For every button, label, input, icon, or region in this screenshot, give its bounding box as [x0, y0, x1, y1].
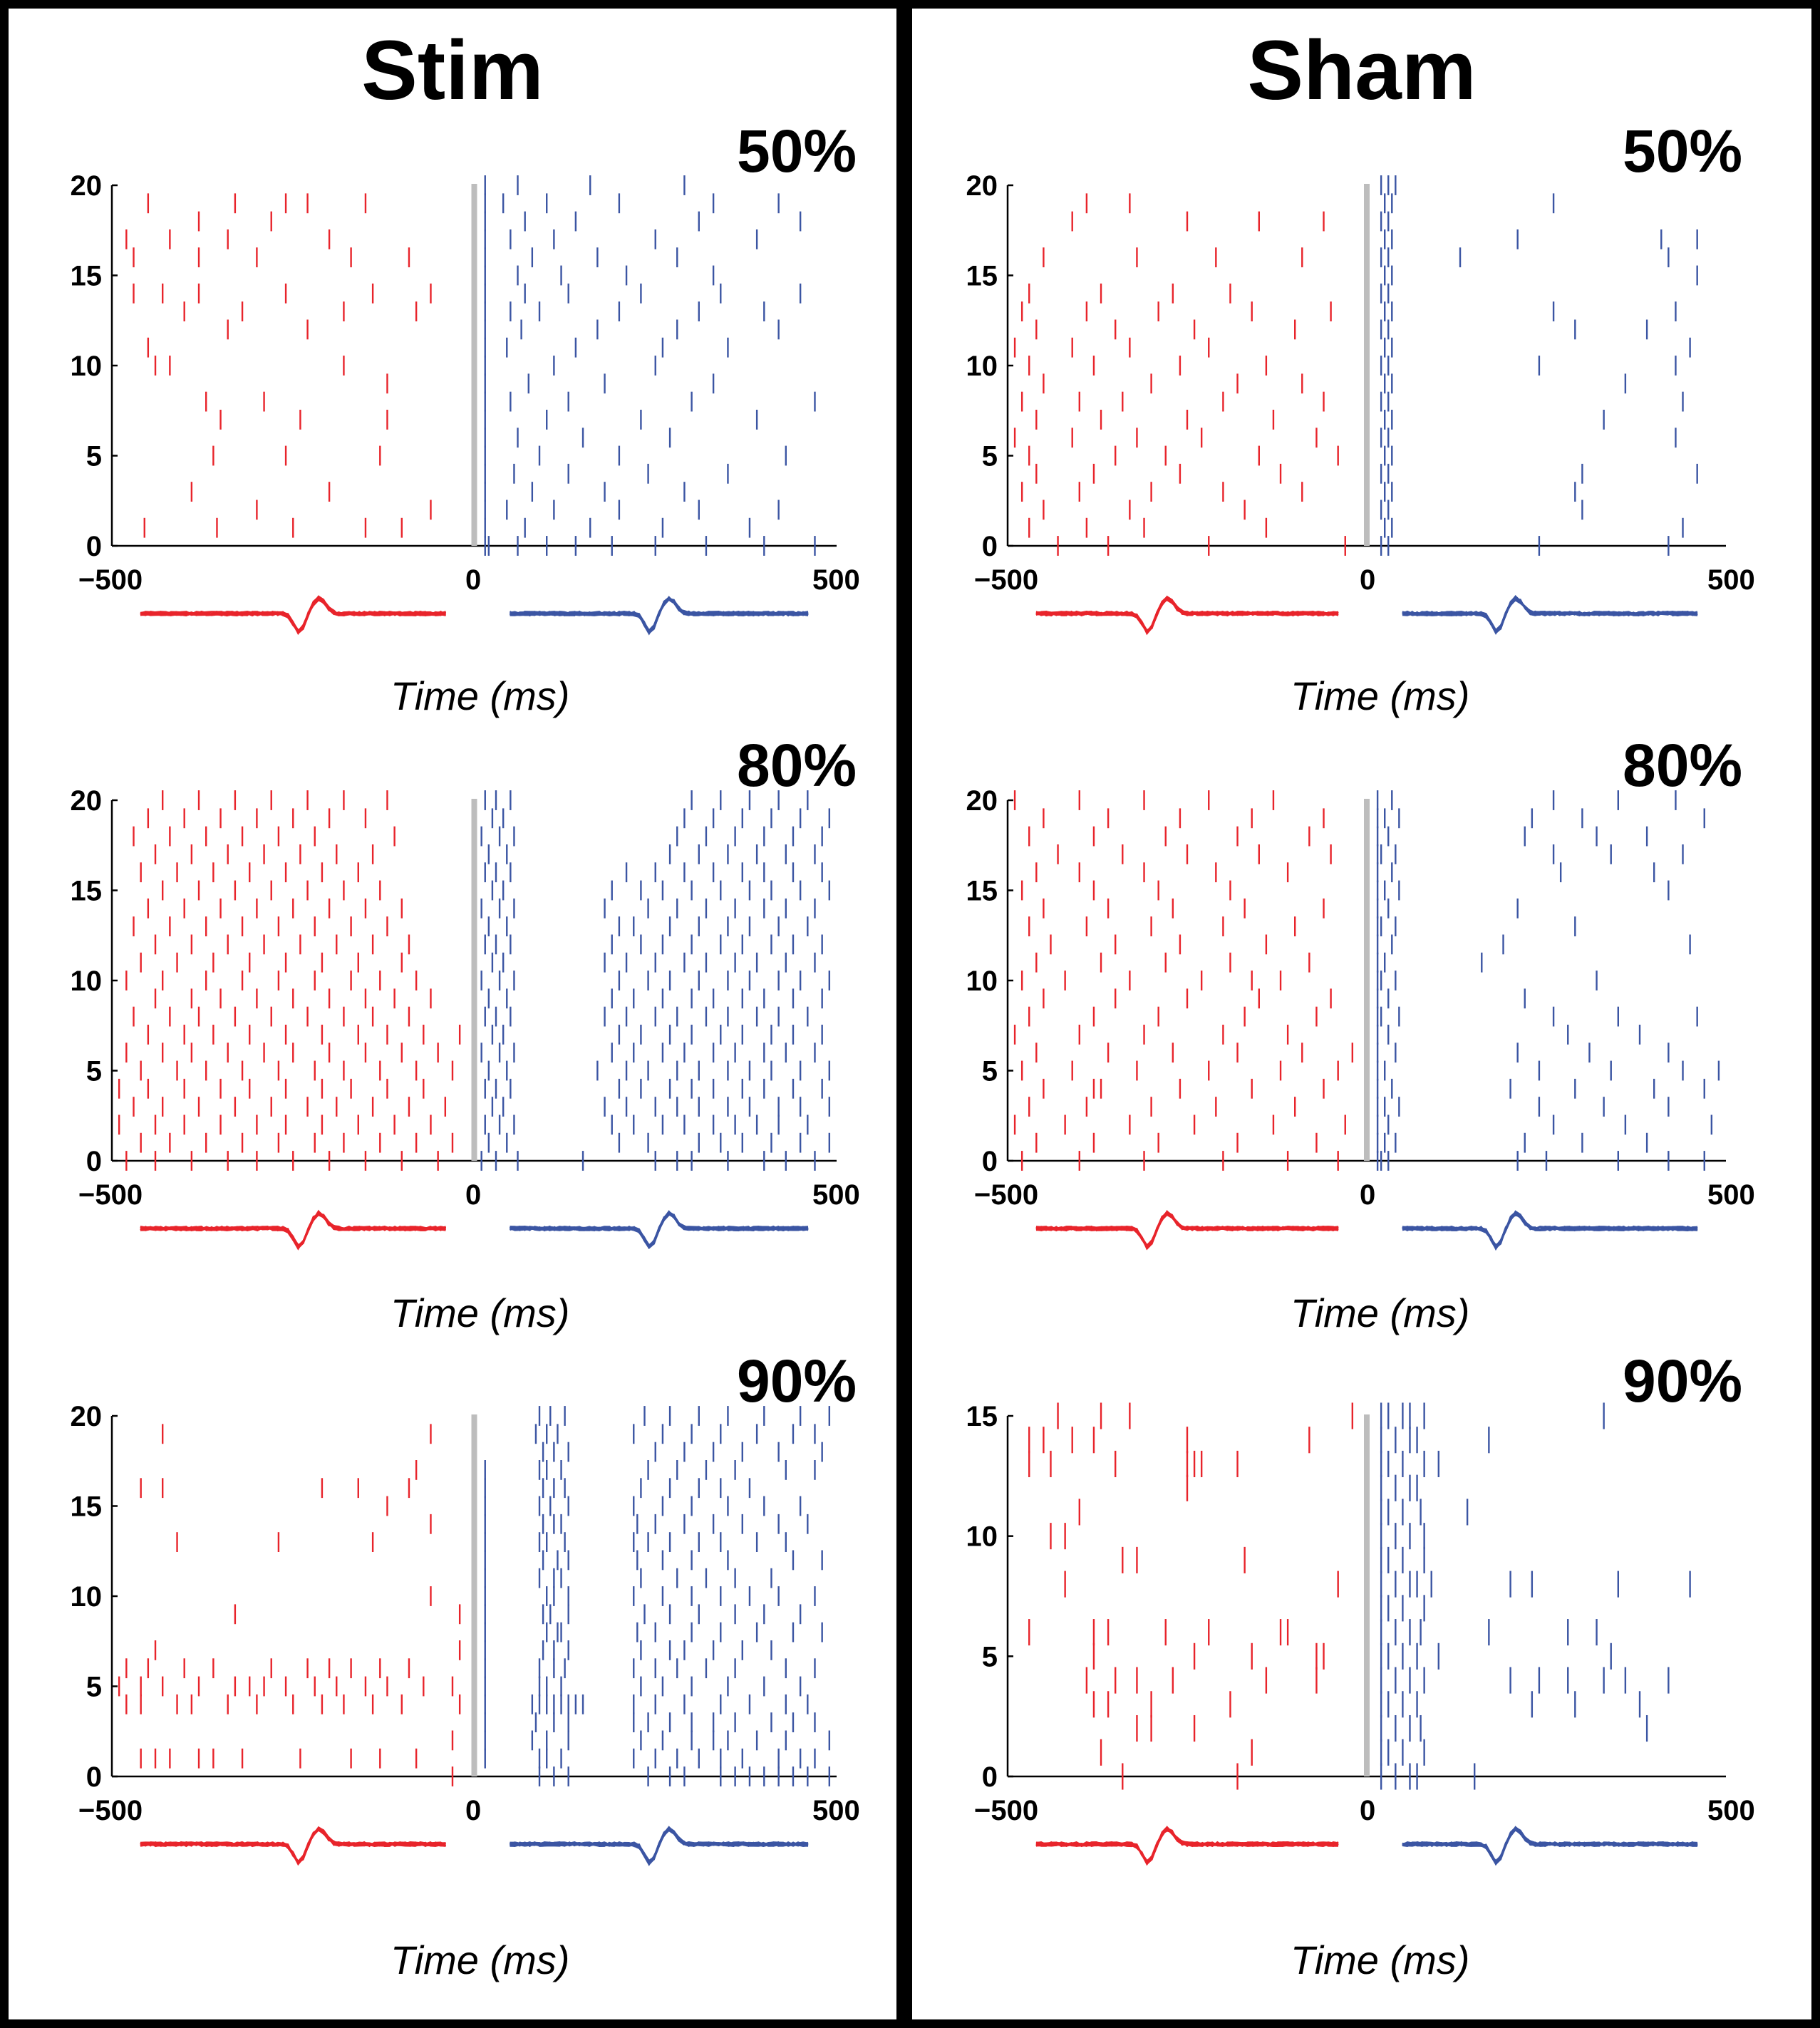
waveform-trace: [1035, 1826, 1339, 1866]
stim-column-title: Stim: [361, 24, 544, 118]
post-stim-waveform-bundle: [1402, 1210, 1698, 1251]
x-tick-zero: 0: [465, 1795, 481, 1826]
y-tick-label: 10: [71, 351, 103, 382]
sham-90-percent-label: 90%: [1623, 1347, 1743, 1414]
y-tick-label: 5: [982, 441, 998, 472]
y-tick-label: 5: [86, 441, 102, 472]
x-tick-zero: 0: [465, 564, 481, 596]
x-tick-500: 500: [1707, 1795, 1755, 1826]
waveform-trace: [1035, 1214, 1339, 1251]
waveform-trace: [140, 1212, 447, 1251]
y-tick-label: 20: [71, 785, 103, 817]
pre-stim-waveform-bundle: [1035, 595, 1339, 636]
x-axis-label: Time (ms): [391, 1938, 569, 1982]
pre-stim-waveform-bundle: [140, 595, 447, 636]
y-tick-label: 10: [966, 966, 998, 997]
x-tick-neg500: −500: [974, 1795, 1038, 1826]
x-tick-neg500: −500: [974, 1179, 1038, 1211]
waveform-trace: [1402, 1826, 1698, 1866]
x-axis-label: Time (ms): [1291, 1938, 1469, 1982]
x-tick-neg500: −500: [974, 564, 1038, 596]
post-stim-waveform-bundle: [1402, 1826, 1698, 1866]
y-tick-label: 0: [86, 1761, 102, 1793]
y-tick-label: 10: [966, 351, 998, 382]
y-tick-label: 5: [982, 1056, 998, 1087]
y-tick-label: 5: [982, 1641, 998, 1672]
y-tick-label: 10: [71, 966, 103, 997]
y-tick-label: 20: [966, 785, 998, 817]
y-tick-label: 15: [71, 1491, 103, 1523]
x-axis-label: Time (ms): [1291, 673, 1469, 718]
x-axis-label: Time (ms): [391, 673, 569, 718]
y-tick-label: 15: [71, 876, 103, 907]
x-tick-500: 500: [812, 1179, 860, 1211]
waveform-trace: [1402, 599, 1698, 633]
x-axis-label: Time (ms): [1291, 1290, 1469, 1335]
waveform-trace: [140, 597, 446, 635]
x-tick-zero: 0: [1360, 1795, 1375, 1826]
x-tick-neg500: −500: [78, 564, 143, 596]
x-tick-neg500: −500: [78, 1179, 143, 1211]
x-tick-zero: 0: [1360, 564, 1375, 596]
y-tick-label: 0: [982, 1761, 998, 1793]
y-tick-label: 10: [71, 1581, 103, 1613]
x-tick-zero: 0: [1360, 1179, 1375, 1211]
waveform-trace: [1035, 596, 1339, 636]
stim-50-percent-label: 50%: [737, 118, 857, 185]
waveform-trace: [140, 1214, 446, 1250]
waveform-trace: [1402, 1214, 1698, 1249]
sham-column: Sham: [905, 0, 1820, 2028]
sham-80-percent-label: 80%: [1623, 732, 1743, 799]
waveform-trace: [510, 1211, 809, 1246]
sham-column-title: Sham: [1247, 24, 1477, 118]
y-tick-label: 15: [966, 1401, 998, 1432]
y-tick-label: 5: [86, 1056, 102, 1087]
x-axis-label: Time (ms): [391, 1290, 569, 1335]
waveform-trace: [1402, 599, 1698, 634]
pre-stim-waveform-bundle: [140, 1826, 447, 1866]
stim-80-percent-label: 80%: [737, 732, 857, 799]
x-tick-500: 500: [812, 564, 860, 596]
waveform-trace: [140, 1209, 446, 1248]
y-tick-label: 20: [71, 170, 103, 202]
x-tick-500: 500: [1707, 1179, 1755, 1211]
y-tick-label: 15: [966, 261, 998, 292]
waveform-trace: [140, 598, 446, 632]
y-tick-label: 10: [966, 1521, 998, 1553]
waveform-trace: [509, 599, 809, 635]
y-tick-label: 0: [982, 531, 998, 562]
waveform-trace: [1402, 1212, 1698, 1247]
waveform-trace: [1035, 1211, 1339, 1248]
x-tick-500: 500: [1707, 564, 1755, 596]
waveform-trace: [1035, 596, 1339, 633]
pre-stim-waveform-bundle: [140, 1209, 447, 1251]
y-tick-label: 0: [86, 531, 102, 562]
sham-50-percent-label: 50%: [1623, 118, 1743, 185]
y-tick-label: 15: [966, 876, 998, 907]
x-tick-neg500: −500: [78, 1795, 143, 1826]
stim-90-percent-label: 90%: [737, 1347, 857, 1414]
waveform-trace: [140, 1827, 446, 1863]
y-tick-label: 20: [966, 170, 998, 202]
post-stim-waveform-bundle: [509, 1826, 809, 1866]
y-tick-label: 15: [71, 261, 103, 292]
y-tick-label: 20: [71, 1401, 103, 1432]
waveform-trace: [140, 1214, 446, 1247]
y-tick-label: 0: [982, 1146, 998, 1177]
y-tick-label: 0: [86, 1146, 102, 1177]
post-stim-waveform-bundle: [509, 596, 809, 636]
y-tick-label: 5: [86, 1672, 102, 1703]
waveform-trace: [1035, 1214, 1339, 1249]
x-tick-500: 500: [812, 1795, 860, 1826]
x-tick-zero: 0: [465, 1179, 481, 1211]
pre-stim-waveform-bundle: [1035, 1826, 1339, 1866]
post-stim-waveform-bundle: [1402, 595, 1698, 635]
post-stim-waveform-bundle: [509, 1210, 809, 1249]
pre-stim-waveform-bundle: [1035, 1210, 1339, 1251]
waveform-trace: [510, 1828, 809, 1863]
